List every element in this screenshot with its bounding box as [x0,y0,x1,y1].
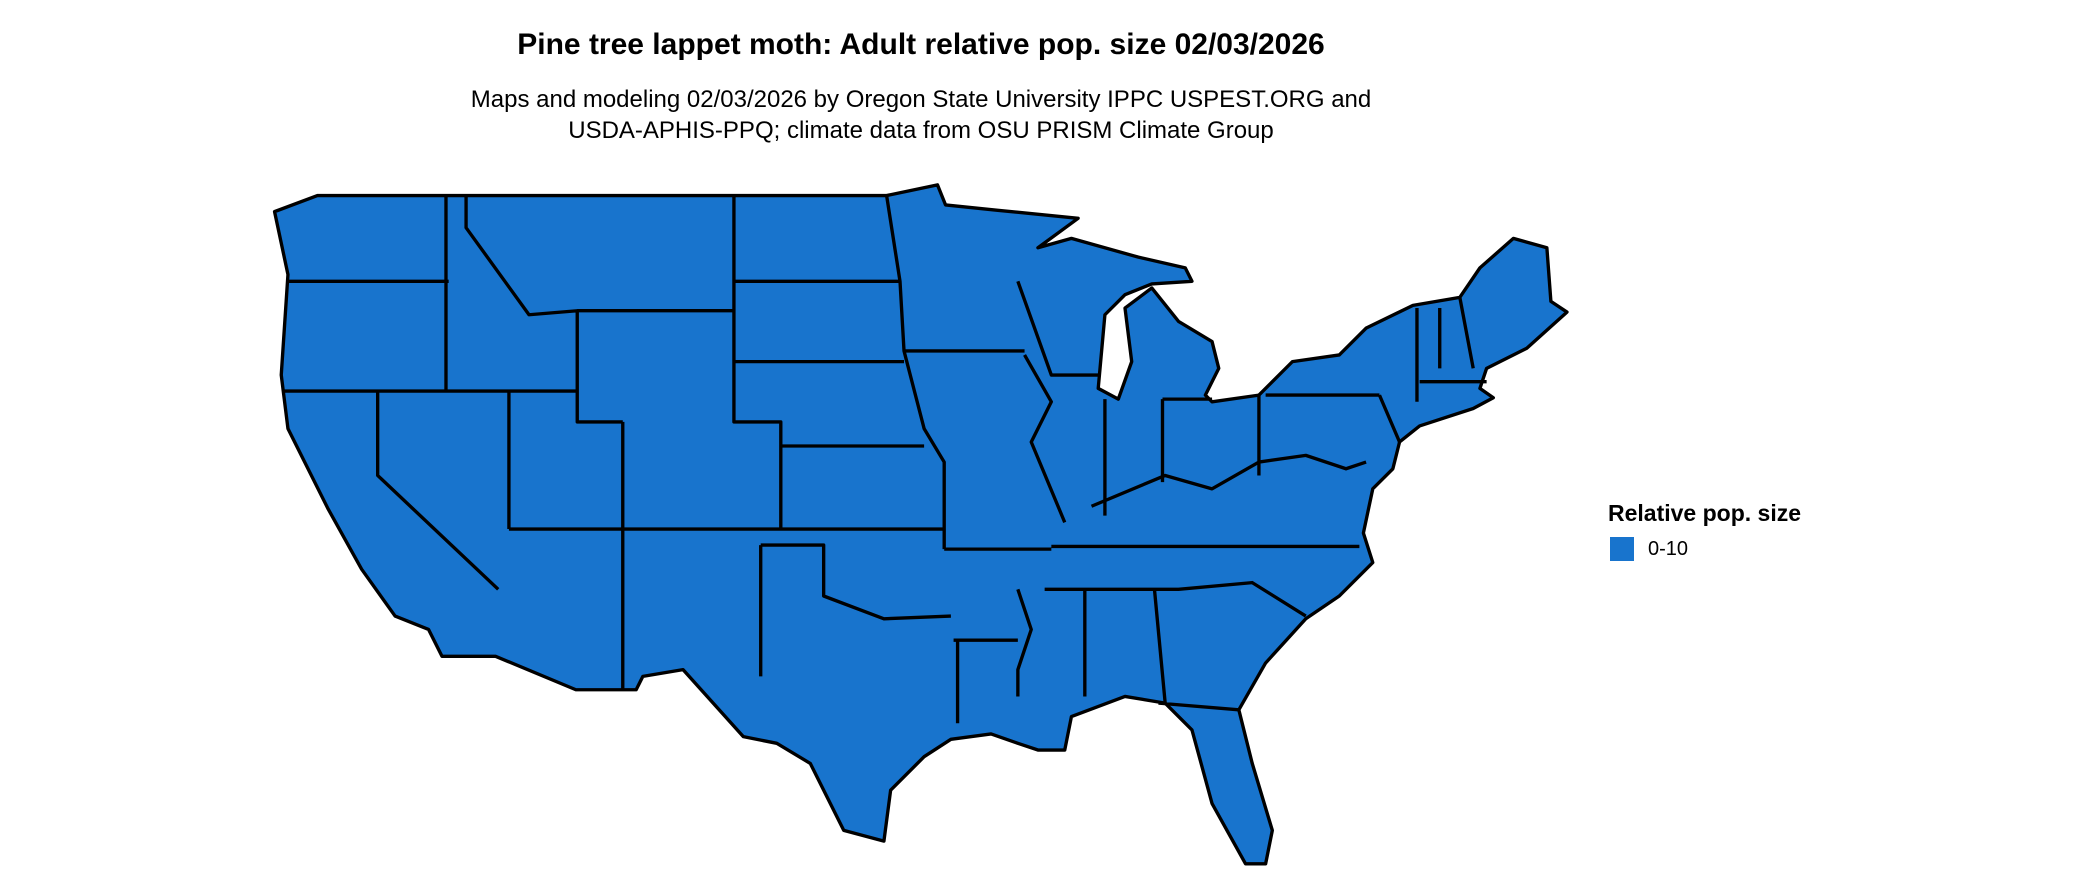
legend: Relative pop. size 0-10 [1608,500,1801,561]
legend-swatch [1610,537,1634,561]
map-title: Pine tree lappet moth: Adult relative po… [517,28,1325,61]
legend-title: Relative pop. size [1608,500,1802,526]
legend-item: 0-10 [1608,537,1801,561]
subtitle-line-1: Maps and modeling 02/03/2026 by Oregon S… [470,86,1372,113]
us-outline [272,183,1569,866]
subtitle-line-2: USDA-APHIS-PPQ; climate data from OSU PR… [568,117,1274,144]
legend-label: 0-10 [1648,537,1689,560]
map-subtitle: Maps and modeling 02/03/2026 by Oregon S… [0,84,1842,146]
state-boundaries [283,195,1487,724]
